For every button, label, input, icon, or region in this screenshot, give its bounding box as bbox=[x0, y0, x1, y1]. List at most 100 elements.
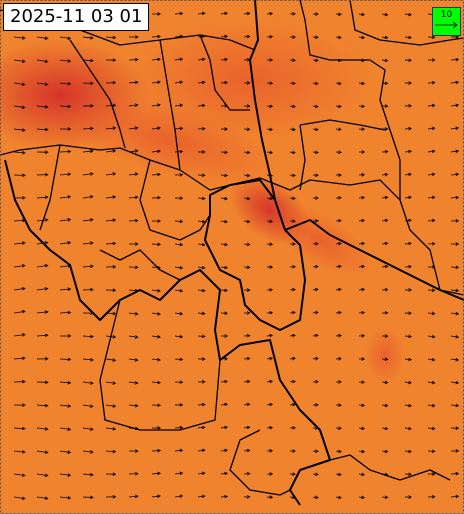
wind-arrow bbox=[36, 59, 49, 64]
wind-arrow bbox=[128, 218, 139, 223]
wind-arrow bbox=[289, 173, 296, 178]
wind-arrow bbox=[105, 149, 117, 153]
wind-arrow bbox=[105, 172, 117, 176]
wind-arrow bbox=[59, 310, 72, 315]
boundary bbox=[299, 0, 401, 200]
wind-arrow bbox=[450, 334, 460, 339]
wind-arrow bbox=[82, 334, 94, 339]
wind-arrow bbox=[128, 494, 139, 499]
wind-arrow bbox=[105, 241, 117, 246]
wind-arrow bbox=[450, 494, 460, 499]
wind-arrow bbox=[289, 287, 296, 292]
wind-arrow bbox=[450, 380, 460, 385]
wind-arrow bbox=[82, 172, 94, 176]
wind-arrow bbox=[174, 334, 184, 339]
wind-arrow bbox=[197, 311, 206, 316]
wind-arrow bbox=[36, 403, 49, 408]
wind-arrow bbox=[243, 356, 251, 361]
wind-arrow bbox=[197, 357, 206, 361]
wind-arrow bbox=[128, 103, 139, 107]
wind-arrow bbox=[128, 172, 139, 176]
wind-arrow bbox=[128, 358, 139, 362]
wind-arrow bbox=[151, 57, 161, 62]
wind-arrow bbox=[174, 149, 184, 154]
wind-arrow bbox=[151, 288, 161, 293]
wind-arrow bbox=[358, 310, 366, 315]
wind-arrow bbox=[243, 173, 251, 178]
wind-arrow bbox=[151, 242, 161, 247]
wind-arrow bbox=[220, 104, 229, 108]
wind-arrow bbox=[59, 357, 72, 362]
wind-arrow bbox=[59, 218, 72, 222]
wind-arrow bbox=[174, 425, 184, 430]
wind-arrow bbox=[220, 34, 228, 39]
wind-arrow bbox=[335, 35, 342, 40]
wind-arrow bbox=[36, 218, 49, 222]
wind-arrow bbox=[381, 495, 389, 500]
wind-arrow bbox=[105, 404, 117, 408]
wind-arrow bbox=[404, 172, 412, 177]
wind-arrow bbox=[266, 196, 274, 201]
wind-arrow bbox=[220, 448, 228, 453]
wind-arrow bbox=[312, 58, 319, 63]
wind-arrow bbox=[427, 380, 436, 385]
wind-arrow bbox=[404, 241, 412, 246]
wind-arrow bbox=[174, 380, 184, 384]
wind-arrow bbox=[105, 335, 117, 339]
wind-legend: 10 bbox=[432, 7, 461, 36]
wind-arrow bbox=[13, 333, 26, 337]
wind-arrow bbox=[36, 82, 49, 86]
wind-arrow bbox=[312, 472, 319, 477]
wind-arrow bbox=[450, 288, 460, 293]
wind-arrow bbox=[220, 425, 228, 430]
wind-arrow bbox=[220, 471, 228, 476]
wind-arrow bbox=[105, 126, 117, 130]
wind-arrow bbox=[266, 265, 274, 269]
wind-arrow bbox=[289, 12, 296, 16]
wind-arrow bbox=[381, 426, 389, 431]
wind-arrow bbox=[128, 195, 139, 200]
wind-arrow bbox=[36, 357, 49, 361]
wind-arrow bbox=[312, 449, 319, 453]
wind-arrow bbox=[105, 472, 117, 476]
wind-arrow bbox=[197, 11, 206, 16]
wind-arrow bbox=[450, 57, 460, 62]
wind-arrow bbox=[197, 448, 206, 453]
wind-arrow bbox=[335, 495, 342, 500]
wind-arrow bbox=[358, 287, 366, 292]
wind-arrow bbox=[381, 12, 389, 17]
wind-arrow bbox=[36, 473, 49, 478]
wind-arrow bbox=[36, 450, 49, 454]
wind-arrow bbox=[174, 471, 184, 476]
wind-arrow bbox=[335, 12, 342, 17]
wind-arrow bbox=[358, 426, 366, 431]
wind-arrow bbox=[335, 287, 342, 292]
wind-arrow bbox=[335, 472, 342, 477]
wind-arrow bbox=[243, 402, 251, 407]
wind-arrow bbox=[128, 403, 139, 408]
wind-arrow bbox=[381, 264, 389, 269]
wind-arrow bbox=[197, 380, 206, 384]
wind-arrow bbox=[289, 242, 296, 246]
wind-arrow bbox=[36, 427, 49, 431]
wind-arrow bbox=[312, 380, 319, 384]
wind-arrow bbox=[197, 471, 206, 476]
wind-arrow bbox=[59, 264, 72, 268]
wind-arrow bbox=[197, 425, 206, 430]
wind-arrow bbox=[128, 471, 139, 476]
wind-arrow bbox=[220, 265, 228, 270]
wind-arrow bbox=[59, 380, 72, 385]
wind-arrow bbox=[105, 381, 117, 385]
wind-arrow bbox=[174, 11, 184, 16]
national-boundary bbox=[284, 219, 464, 301]
wind-arrow bbox=[404, 311, 412, 315]
wind-arrow bbox=[404, 58, 412, 63]
wind-arrow bbox=[128, 335, 139, 339]
wind-arrow bbox=[197, 34, 206, 39]
wind-arrow bbox=[128, 312, 139, 316]
wind-arrow bbox=[13, 286, 26, 291]
wind-arrow bbox=[243, 379, 251, 384]
wind-arrow bbox=[312, 333, 319, 338]
wind-arrow bbox=[243, 150, 251, 155]
wind-arrow bbox=[335, 357, 342, 361]
